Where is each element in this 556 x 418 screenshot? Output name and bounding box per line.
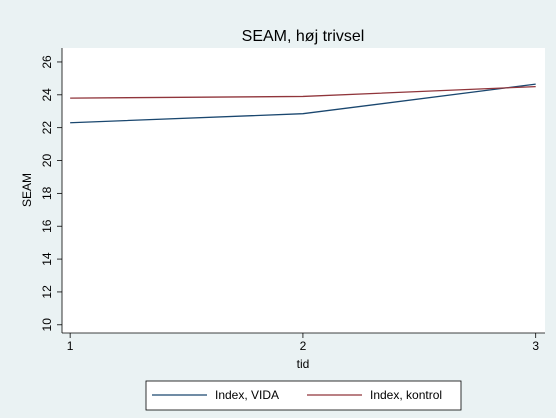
x-tick-label: 2 [300, 339, 307, 353]
y-axis-label: SEAM [20, 173, 34, 207]
y-tick-label: 24 [40, 88, 54, 102]
x-tick-label: 1 [67, 339, 74, 353]
y-tick-label: 18 [40, 186, 54, 200]
y-tick-label: 10 [40, 318, 54, 332]
legend-label: Index, kontrol [370, 388, 442, 402]
plot-area [62, 48, 545, 333]
y-tick-label: 14 [40, 252, 54, 266]
chart-title: SEAM, høj trivsel [242, 28, 365, 45]
y-tick-label: 20 [40, 154, 54, 168]
x-tick-label: 3 [532, 339, 539, 353]
series-line [70, 85, 536, 99]
series-line [70, 83, 536, 124]
y-tick-label: 22 [40, 121, 54, 135]
y-tick-label: 26 [40, 55, 54, 69]
legend-label: Index, VIDA [215, 388, 279, 402]
x-axis-label: tid [297, 357, 310, 371]
y-tick-label: 12 [40, 285, 54, 299]
y-tick-label: 16 [40, 219, 54, 233]
